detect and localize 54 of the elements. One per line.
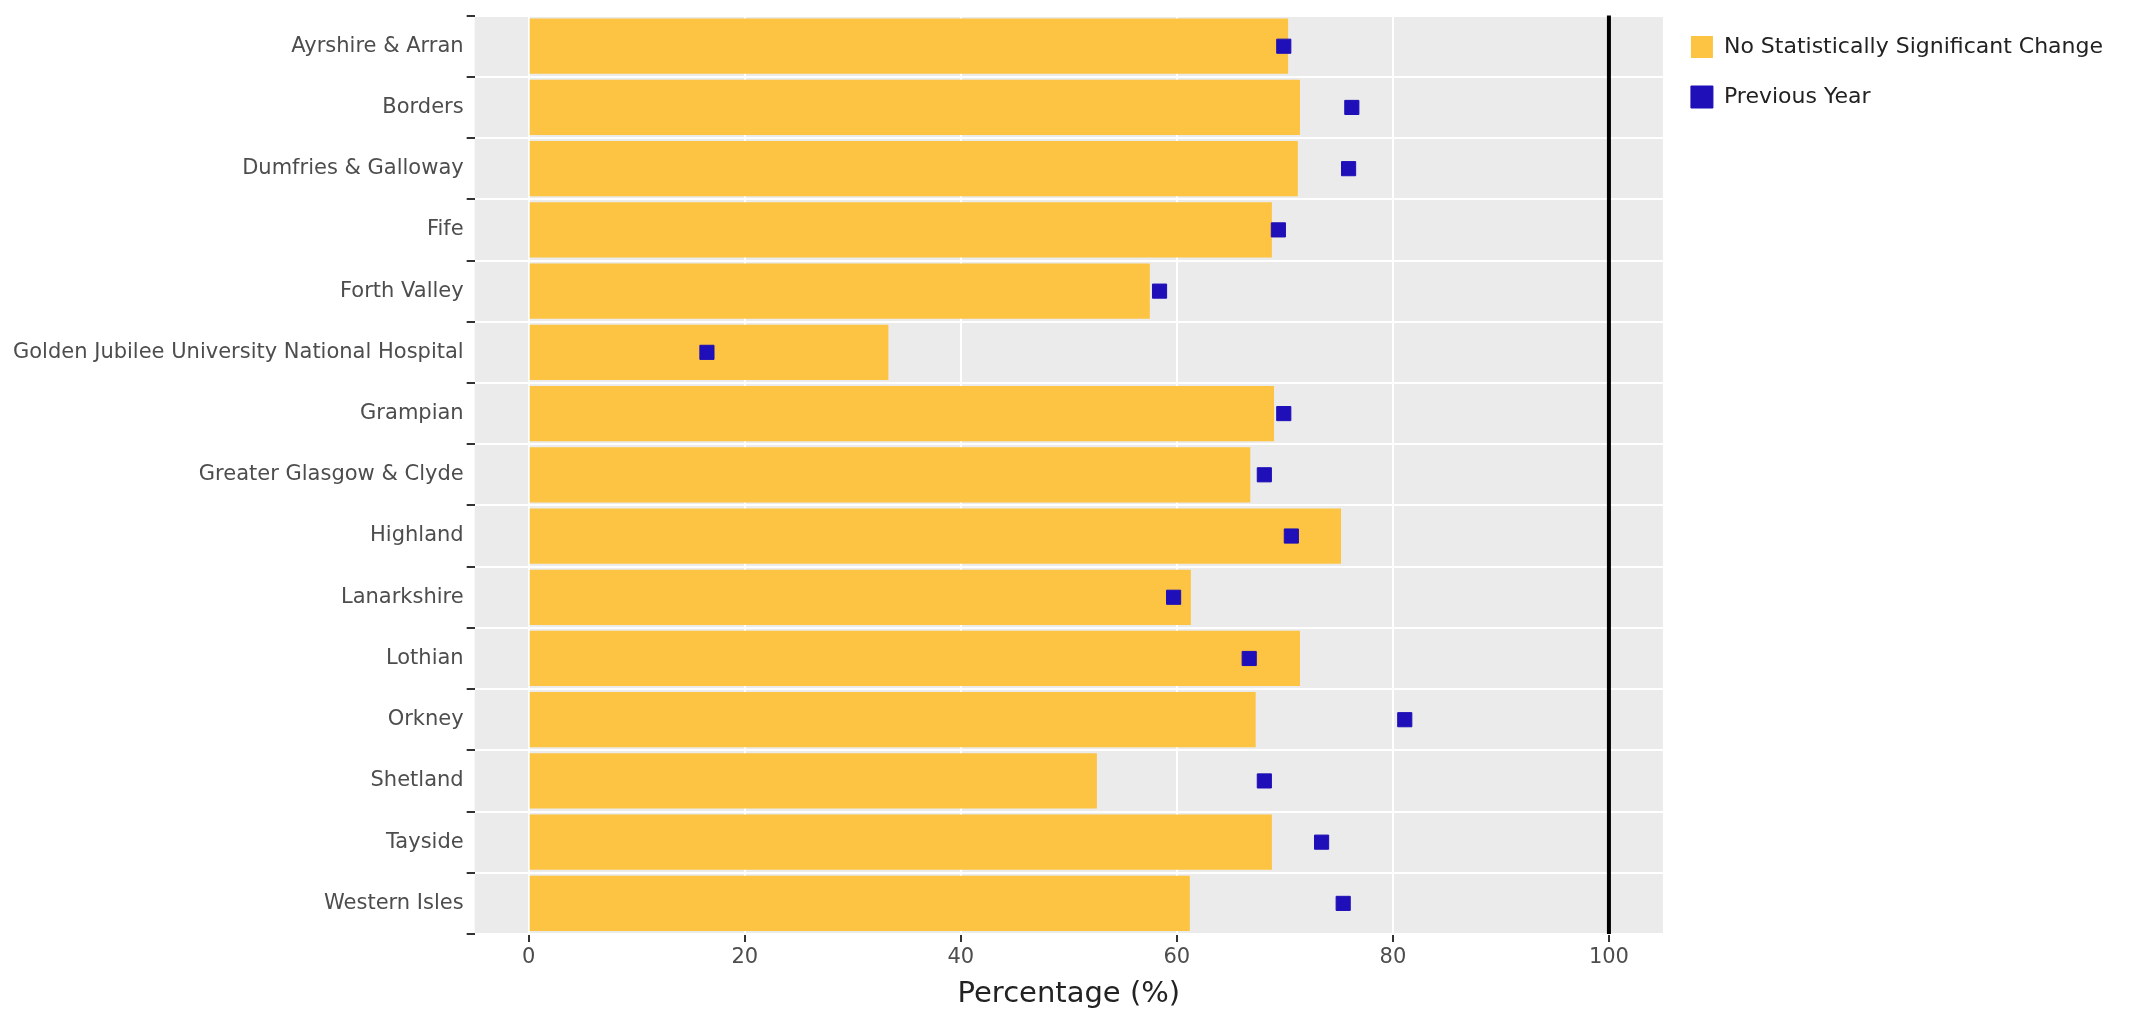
y-tick-label: Dumfries & Galloway — [242, 155, 464, 180]
y-tick-label: Highland — [370, 522, 464, 547]
bar — [529, 324, 889, 380]
y-tick-label: Fife — [426, 216, 464, 241]
point — [1283, 528, 1299, 544]
y-tick-label: Lanarkshire — [340, 583, 464, 608]
x-tick-label: 20 — [731, 944, 759, 969]
y-tick-label: Orkney — [387, 706, 464, 731]
x-tick-label: 80 — [1379, 944, 1407, 969]
point — [1276, 38, 1292, 54]
bar — [529, 753, 1097, 809]
x-axis-title: Percentage (%) — [957, 975, 1181, 1010]
bar — [529, 692, 1256, 748]
point — [1241, 650, 1257, 667]
x-tick-label: 100 — [1588, 944, 1629, 969]
y-tick-label: Borders — [382, 93, 464, 118]
bar — [529, 508, 1342, 564]
bar — [529, 630, 1300, 687]
point — [1166, 589, 1182, 605]
point — [1256, 467, 1272, 483]
bar — [529, 875, 1190, 932]
bar — [529, 141, 1298, 197]
point — [1276, 406, 1292, 422]
y-tick-label: Golden Jubilee University National Hospital — [12, 338, 464, 363]
point — [1314, 834, 1330, 850]
point — [1397, 712, 1413, 728]
point — [1270, 222, 1286, 238]
legend-label: Previous Year — [1723, 82, 1872, 108]
bar — [529, 263, 1150, 319]
x-tick-label: 60 — [1163, 944, 1191, 969]
point — [1341, 161, 1357, 177]
point — [699, 344, 715, 360]
bar — [529, 202, 1272, 258]
y-tick-label: Western Isles — [324, 889, 464, 914]
y-tick-label: Shetland — [370, 767, 464, 792]
y-tick-label: Lothian — [385, 644, 464, 669]
y-tick-label: Forth Valley — [340, 277, 464, 302]
point — [1256, 773, 1272, 789]
y-tick-label: Greater Glasgow & Clyde — [198, 461, 464, 486]
point — [1335, 895, 1351, 911]
point — [1344, 99, 1360, 116]
x-tick-label: 40 — [947, 944, 975, 969]
y-tick-label: Grampian — [360, 400, 464, 425]
bar — [529, 18, 1289, 74]
point — [1151, 283, 1168, 299]
legend-label: No Statistically Significant Change — [1723, 32, 2103, 58]
bar — [529, 569, 1191, 625]
bar — [529, 814, 1272, 870]
x-tick-label: 0 — [522, 944, 536, 969]
y-tick-label: Ayrshire & Arran — [291, 32, 464, 57]
bar — [529, 79, 1300, 136]
y-tick-label: Tayside — [384, 828, 464, 853]
bar — [529, 385, 1275, 442]
bar — [529, 447, 1251, 503]
